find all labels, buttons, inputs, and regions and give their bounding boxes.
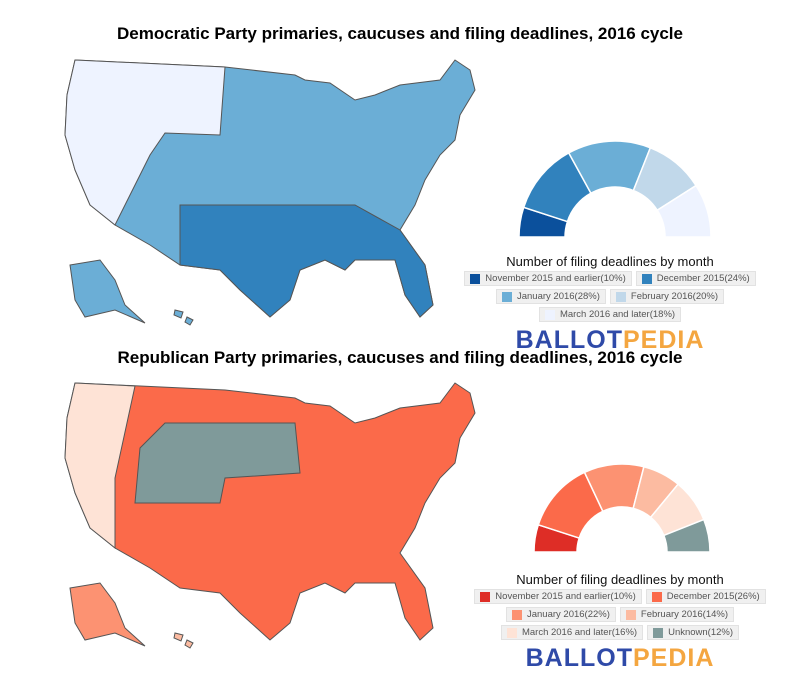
- legend-item[interactable]: November 2015 and earlier(10%): [474, 589, 642, 604]
- legend-row: March 2016 and later(16%) Unknown(12%): [470, 625, 770, 640]
- legend-label: January 2016(22%): [526, 609, 610, 620]
- legend-item[interactable]: February 2016(20%): [609, 289, 725, 304]
- rep-map-unknown: [134, 422, 301, 504]
- rep-half-donut: [533, 463, 711, 553]
- legend-item[interactable]: March 2016 and later(18%): [538, 307, 682, 322]
- legend-label: February 2016(14%): [640, 609, 729, 620]
- rep-legend-title: Number of filing deadlines by month: [516, 572, 724, 587]
- dem-map-west: [64, 59, 226, 226]
- legend-item[interactable]: December 2015(26%): [645, 589, 766, 604]
- dem-title: Democratic Party primaries, caucuses and…: [117, 24, 683, 43]
- legend-row: November 2015 and earlier(10%) December 2…: [460, 271, 760, 286]
- legend-label: Unknown(12%): [668, 627, 734, 638]
- legend-row: January 2016(22%) February 2016(14%): [470, 607, 770, 622]
- legend-label: March 2016 and later(18%): [559, 309, 676, 320]
- legend-item[interactable]: January 2016(22%): [505, 607, 616, 622]
- dem-legend: Number of filing deadlines by month Nove…: [460, 254, 760, 355]
- legend-label: March 2016 and later(16%): [521, 627, 638, 638]
- legend-swatch: [480, 591, 491, 602]
- legend-swatch: [470, 273, 481, 284]
- legend-item[interactable]: March 2016 and later(16%): [500, 625, 644, 640]
- legend-swatch: [641, 273, 652, 284]
- rep-map-west: [64, 382, 136, 550]
- ballotpedia-logo: BALLOTPEDIA: [525, 644, 715, 672]
- legend-swatch: [544, 309, 555, 320]
- legend-item[interactable]: February 2016(14%): [619, 607, 735, 622]
- donut-segment-4: [656, 184, 712, 238]
- rep-title: Republican Party primaries, caucuses and…: [117, 348, 683, 367]
- legend-swatch: [625, 609, 636, 620]
- legend-swatch: [511, 609, 522, 620]
- legend-label: November 2015 and earlier(10%): [495, 591, 636, 602]
- dem-map-alaska: [69, 259, 146, 324]
- legend-row: November 2015 and earlier(10%) December 2…: [470, 589, 770, 604]
- legend-item[interactable]: December 2015(24%): [635, 271, 756, 286]
- rep-map-alaska: [69, 582, 146, 647]
- dem-map-south: [179, 204, 434, 318]
- legend-swatch: [615, 291, 626, 302]
- legend-label: January 2016(28%): [516, 291, 600, 302]
- legend-item[interactable]: Unknown(12%): [647, 625, 740, 640]
- donut-segment-5: [662, 518, 711, 553]
- legend-label: November 2015 and earlier(10%): [485, 273, 626, 284]
- legend-label: December 2015(26%): [666, 591, 760, 602]
- legend-swatch: [651, 591, 662, 602]
- legend-swatch: [501, 291, 512, 302]
- legend-label: February 2016(20%): [630, 291, 719, 302]
- dem-legend-title: Number of filing deadlines by month: [506, 254, 714, 269]
- rep-map-hawaii: [173, 632, 194, 649]
- legend-swatch: [653, 627, 664, 638]
- rep-us-map: [64, 382, 476, 649]
- dem-us-map: [64, 59, 476, 326]
- ballotpedia-logo: BALLOTPEDIA: [515, 326, 705, 354]
- legend-label: December 2015(24%): [656, 273, 750, 284]
- legend-row: March 2016 and later(18%): [460, 307, 760, 322]
- dem-map-hawaii: [173, 309, 194, 326]
- legend-row: January 2016(28%) February 2016(20%): [460, 289, 760, 304]
- legend-swatch: [506, 627, 517, 638]
- legend-item[interactable]: November 2015 and earlier(10%): [464, 271, 632, 286]
- dem-half-donut: [518, 140, 712, 238]
- legend-item[interactable]: January 2016(28%): [495, 289, 606, 304]
- rep-legend: Number of filing deadlines by month Nove…: [470, 572, 770, 673]
